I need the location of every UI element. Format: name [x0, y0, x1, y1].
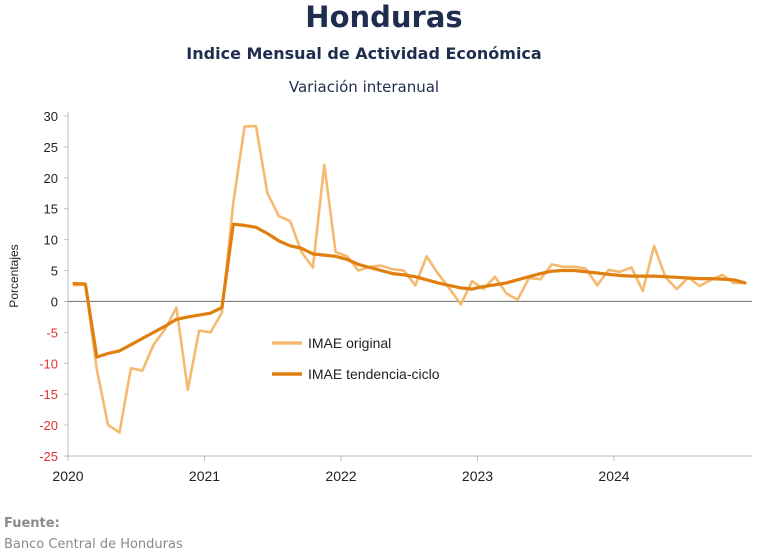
y-tick-label: 5 — [51, 264, 58, 279]
x-tick-label: 2022 — [325, 468, 356, 484]
source-label: Fuente: — [4, 516, 60, 531]
series-line-original — [72, 124, 747, 434]
x-tick-label: 2021 — [189, 468, 220, 484]
y-tick-label: 15 — [44, 202, 58, 217]
chart-subtitle: Indice Mensual de Actividad Económica — [186, 44, 542, 63]
y-tick-label: -25 — [39, 449, 58, 464]
y-tick-label: 0 — [51, 294, 58, 309]
source-text: Banco Central de Honduras — [4, 537, 183, 552]
y-tick-label: -15 — [39, 387, 58, 402]
x-tick-label: 2023 — [462, 468, 493, 484]
y-tick-label: -5 — [46, 325, 58, 340]
series-line-trend — [72, 222, 747, 359]
legend-label: IMAE original — [308, 335, 391, 351]
y-tick-label: -10 — [39, 356, 58, 371]
y-tick-label: -20 — [39, 418, 58, 433]
x-tick-label: 2024 — [598, 468, 629, 484]
y-tick-label: 25 — [44, 140, 58, 155]
y-tick-label: 30 — [44, 109, 58, 124]
x-tick-label: 2020 — [52, 468, 83, 484]
line-chart: -25 -20 -15 -10 -5 0 5 10 15 20 25 30 2020 2021 2022 20… — [7, 109, 752, 484]
y-axis-label: Porcentajes — [7, 244, 21, 307]
y-tick-label: 10 — [44, 233, 58, 248]
y-tick-label: 20 — [44, 171, 58, 186]
chart-title: Honduras — [305, 0, 463, 34]
chart-subtitle-2: Variación interanual — [288, 78, 440, 96]
legend-label: IMAE tendencia-ciclo — [308, 366, 440, 382]
